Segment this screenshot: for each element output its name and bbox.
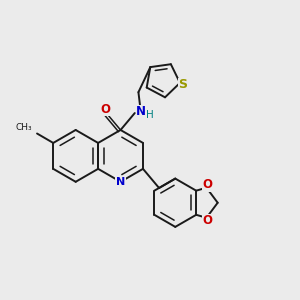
Text: S: S xyxy=(178,78,187,91)
Text: O: O xyxy=(202,178,212,191)
Text: O: O xyxy=(100,103,110,116)
Text: O: O xyxy=(202,214,212,227)
Text: N: N xyxy=(116,177,125,187)
Text: N: N xyxy=(136,105,146,119)
Text: H: H xyxy=(146,110,154,120)
Text: CH₃: CH₃ xyxy=(15,123,32,132)
